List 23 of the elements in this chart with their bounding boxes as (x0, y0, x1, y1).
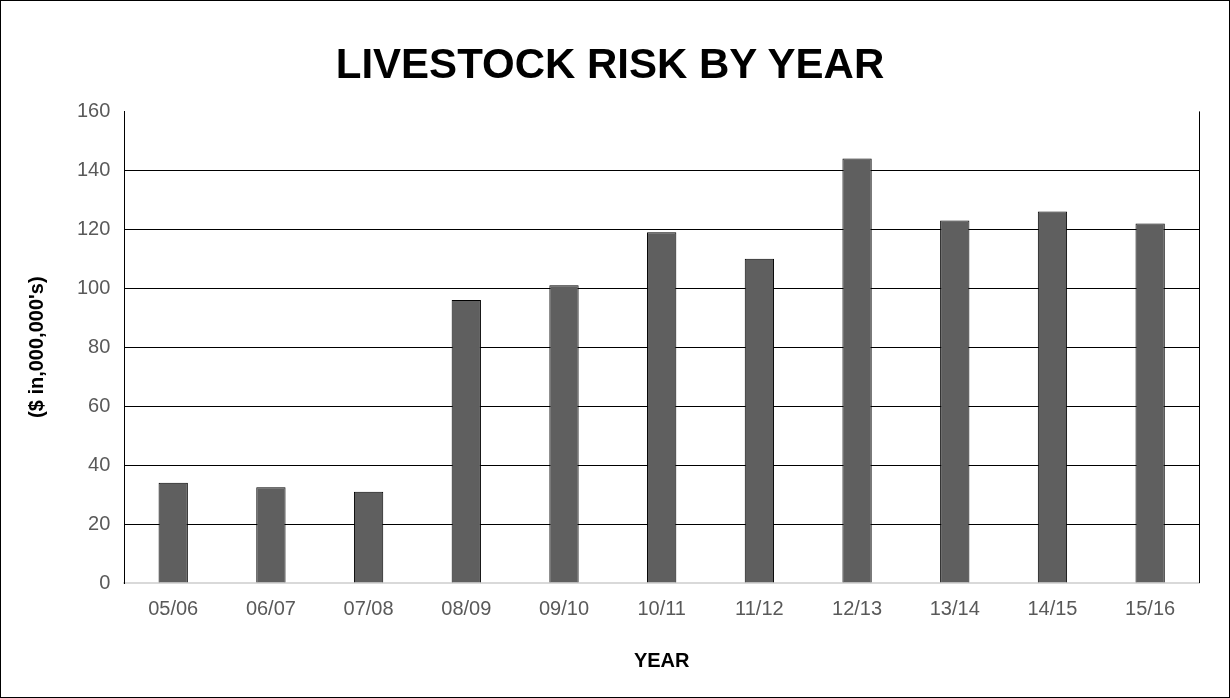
x-tick-label: 14/15 (1027, 596, 1078, 619)
y-tick-label: 100 (76, 275, 111, 298)
x-tick-label: 06/07 (245, 596, 296, 619)
y-tick-label: 160 (76, 98, 111, 121)
x-tick-label: 13/14 (929, 596, 980, 619)
x-tick-label: 05/06 (148, 596, 199, 619)
y-tick-label: 120 (76, 216, 111, 239)
x-tick-label: 09/10 (538, 596, 590, 619)
x-tick-label: 12/13 (832, 596, 883, 619)
x-tick-label: 10/11 (637, 596, 686, 619)
y-tick-label: 0 (99, 570, 111, 593)
y-tick-label: 80 (88, 334, 111, 357)
y-tick-label: 40 (88, 452, 111, 475)
x-axis-title: YEAR (633, 648, 691, 671)
chart-title: LIVESTOCK RISK BY YEAR (335, 39, 885, 87)
y-tick-label: 60 (88, 393, 111, 416)
x-tick-label: 15/16 (1125, 596, 1176, 619)
y-axis-title: ($ in,000,000's) (24, 276, 47, 418)
x-tick-label: 11/12 (735, 596, 784, 619)
x-tick-label: 07/08 (343, 596, 394, 619)
y-tick-label: 140 (76, 157, 111, 180)
x-tick-label: 08/09 (441, 596, 492, 619)
y-tick-label: 20 (88, 511, 111, 534)
